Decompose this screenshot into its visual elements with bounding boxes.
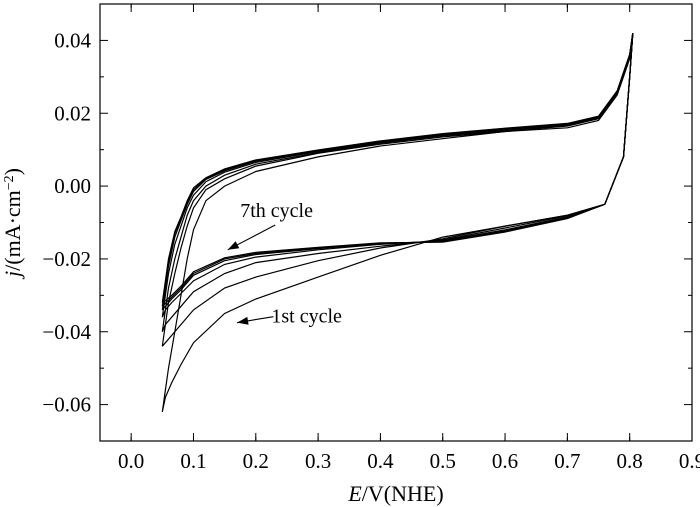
- annotations: 7th cycle 1st cycle: [227, 200, 342, 328]
- y-axis-title-close: ): [0, 168, 25, 175]
- y-axis-title: j/(mA·cm−2): [0, 168, 25, 280]
- plot-frame: [99, 3, 693, 442]
- axis-tick-labels: 0.0 0.1 0.2 0.3 0.4 0.5 0.6 0.7 0.8 0.9 0.04 0.02 0.…: [42, 28, 700, 473]
- x-tick-label: 0.5: [430, 449, 456, 473]
- x-tick-label: 0.9: [679, 449, 700, 473]
- x-axis-title-unit: /V(NHE): [362, 481, 444, 506]
- y-tick-label: −0.04: [42, 320, 91, 344]
- x-tick-label: 0.7: [554, 449, 580, 473]
- cycle-curve-5: [161, 33, 634, 311]
- y-tick-label: 0.04: [54, 28, 91, 52]
- x-tick-label: 0.8: [617, 449, 643, 473]
- x-tick-label: 0.0: [118, 449, 144, 473]
- x-tick-label: 0.6: [492, 449, 518, 473]
- y-tick-label: −0.02: [42, 247, 91, 271]
- x-tick-label: 0.2: [243, 449, 269, 473]
- cycle-curve-7: [161, 33, 634, 304]
- cycle-curve-2: [161, 33, 634, 347]
- annotation-arrowhead: [237, 316, 249, 325]
- annotation-arrowhead: [227, 241, 240, 250]
- y-axis-title-sup: −2: [2, 175, 17, 190]
- x-tick-label: 0.4: [367, 449, 394, 473]
- y-tick-label: 0.00: [54, 174, 91, 198]
- x-tick-label: 0.1: [180, 449, 206, 473]
- y-axis-title-var: j: [0, 271, 25, 280]
- cv-curves: [161, 33, 634, 413]
- x-tick-label: 0.3: [305, 449, 331, 473]
- x-axis-title-var: E: [347, 481, 362, 506]
- x-axis-title: E/V(NHE): [347, 481, 443, 506]
- y-tick-label: −0.06: [42, 393, 91, 417]
- y-axis-title-unit: /(mA·cm: [0, 190, 25, 271]
- annotation-label: 1st cycle: [271, 306, 342, 328]
- y-tick-label: 0.02: [54, 101, 91, 125]
- annotation-label: 7th cycle: [240, 200, 313, 222]
- cycle-curve-1: [161, 33, 634, 413]
